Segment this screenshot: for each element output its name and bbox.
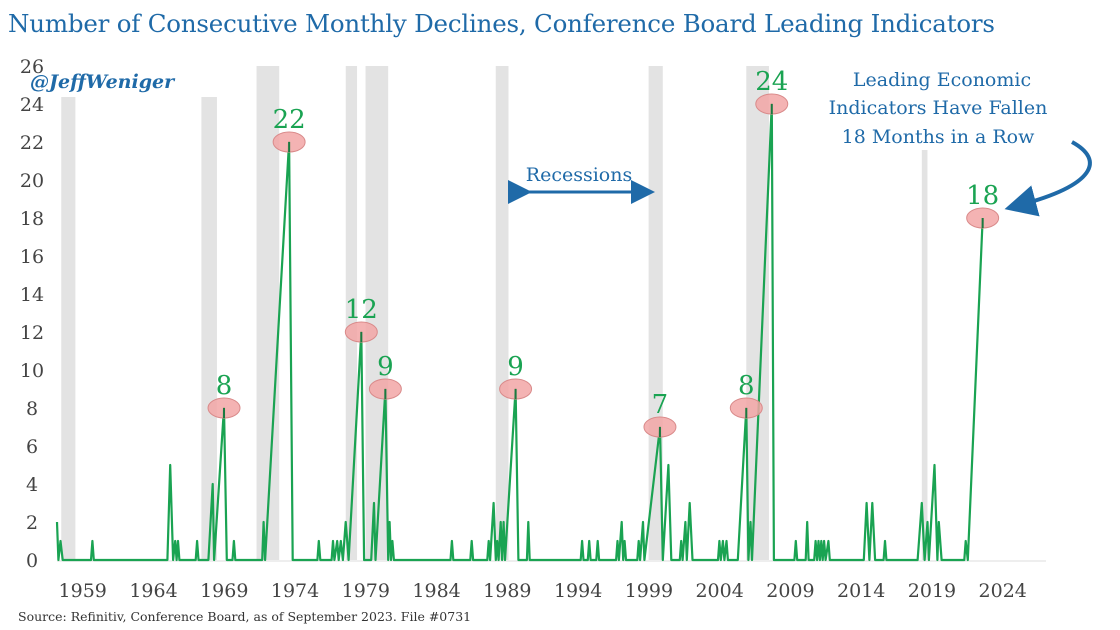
x-tick-label: 2024 <box>979 580 1027 602</box>
recession-band <box>921 150 928 560</box>
x-axis: 1959 1964 1969 1974 1979 1984 1989 1994 1999 2004… <box>59 580 1027 602</box>
y-tick-label: 14 <box>20 284 44 306</box>
peak-label: 18 <box>966 181 999 211</box>
x-tick-label: 1974 <box>271 580 319 602</box>
peak-label: 9 <box>377 352 394 382</box>
chart-title: Number of Consecutive Monthly Declines, … <box>8 9 995 38</box>
y-tick-label: 0 <box>26 550 38 572</box>
y-tick-label: 2 <box>26 512 38 534</box>
callout-line-1: Leading Economic <box>853 69 1031 91</box>
series-line <box>55 102 984 562</box>
recession-band <box>345 66 358 560</box>
peak-label: 8 <box>738 371 755 401</box>
x-tick-label: 2014 <box>837 580 885 602</box>
y-tick-label: 12 <box>20 322 44 344</box>
y-tick-label: 10 <box>20 360 44 382</box>
recession-band <box>495 66 509 560</box>
peak-label: 24 <box>755 67 788 97</box>
x-tick-label: 2004 <box>695 580 743 602</box>
x-tick-label: 1979 <box>342 580 390 602</box>
y-tick-label: 20 <box>20 170 44 192</box>
x-tick-label: 2009 <box>766 580 814 602</box>
peak-label: 7 <box>652 390 669 420</box>
series-group <box>55 102 984 562</box>
peak-label: 8 <box>216 371 233 401</box>
y-tick-label: 4 <box>26 474 38 496</box>
x-tick-label: 1959 <box>59 580 107 602</box>
y-tick-label: 16 <box>20 246 44 268</box>
callout-line-3: 18 Months in a Row <box>842 126 1035 148</box>
x-tick-label: 1989 <box>483 580 531 602</box>
callout-line-2: Indicators Have Fallen <box>829 97 1048 119</box>
x-tick-label: 1984 <box>412 580 460 602</box>
recession-band <box>746 66 769 560</box>
source-note: Source: Refinitiv, Conference Board, as … <box>18 609 472 624</box>
y-tick-label: 24 <box>20 94 44 116</box>
annotations: @JeffWeniger Recessions Leading Economic… <box>30 69 1092 217</box>
x-tick-label: 2019 <box>908 580 956 602</box>
recession-band <box>256 66 280 560</box>
x-tick-label: 1999 <box>625 580 673 602</box>
y-tick-label: 6 <box>26 436 38 458</box>
callout-arrow <box>1004 140 1092 217</box>
peak-label: 9 <box>507 352 524 382</box>
peak-markers: 8 22 12 9 9 7 8 24 18 <box>207 67 999 438</box>
peak-label: 12 <box>345 295 378 325</box>
y-tick-label: 26 <box>20 56 44 78</box>
y-tick-label: 22 <box>20 132 44 154</box>
x-tick-label: 1994 <box>554 580 602 602</box>
recession-bands <box>61 66 928 560</box>
y-tick-label: 18 <box>20 208 44 230</box>
y-tick-label: 8 <box>26 398 38 420</box>
x-tick-label: 1964 <box>129 580 177 602</box>
x-tick-label: 1969 <box>200 580 248 602</box>
peak-label: 22 <box>273 105 306 135</box>
recession-band <box>61 97 76 560</box>
recessions-label: Recessions <box>526 164 632 186</box>
recession-band <box>201 97 217 560</box>
author-handle: @JeffWeniger <box>30 71 176 93</box>
